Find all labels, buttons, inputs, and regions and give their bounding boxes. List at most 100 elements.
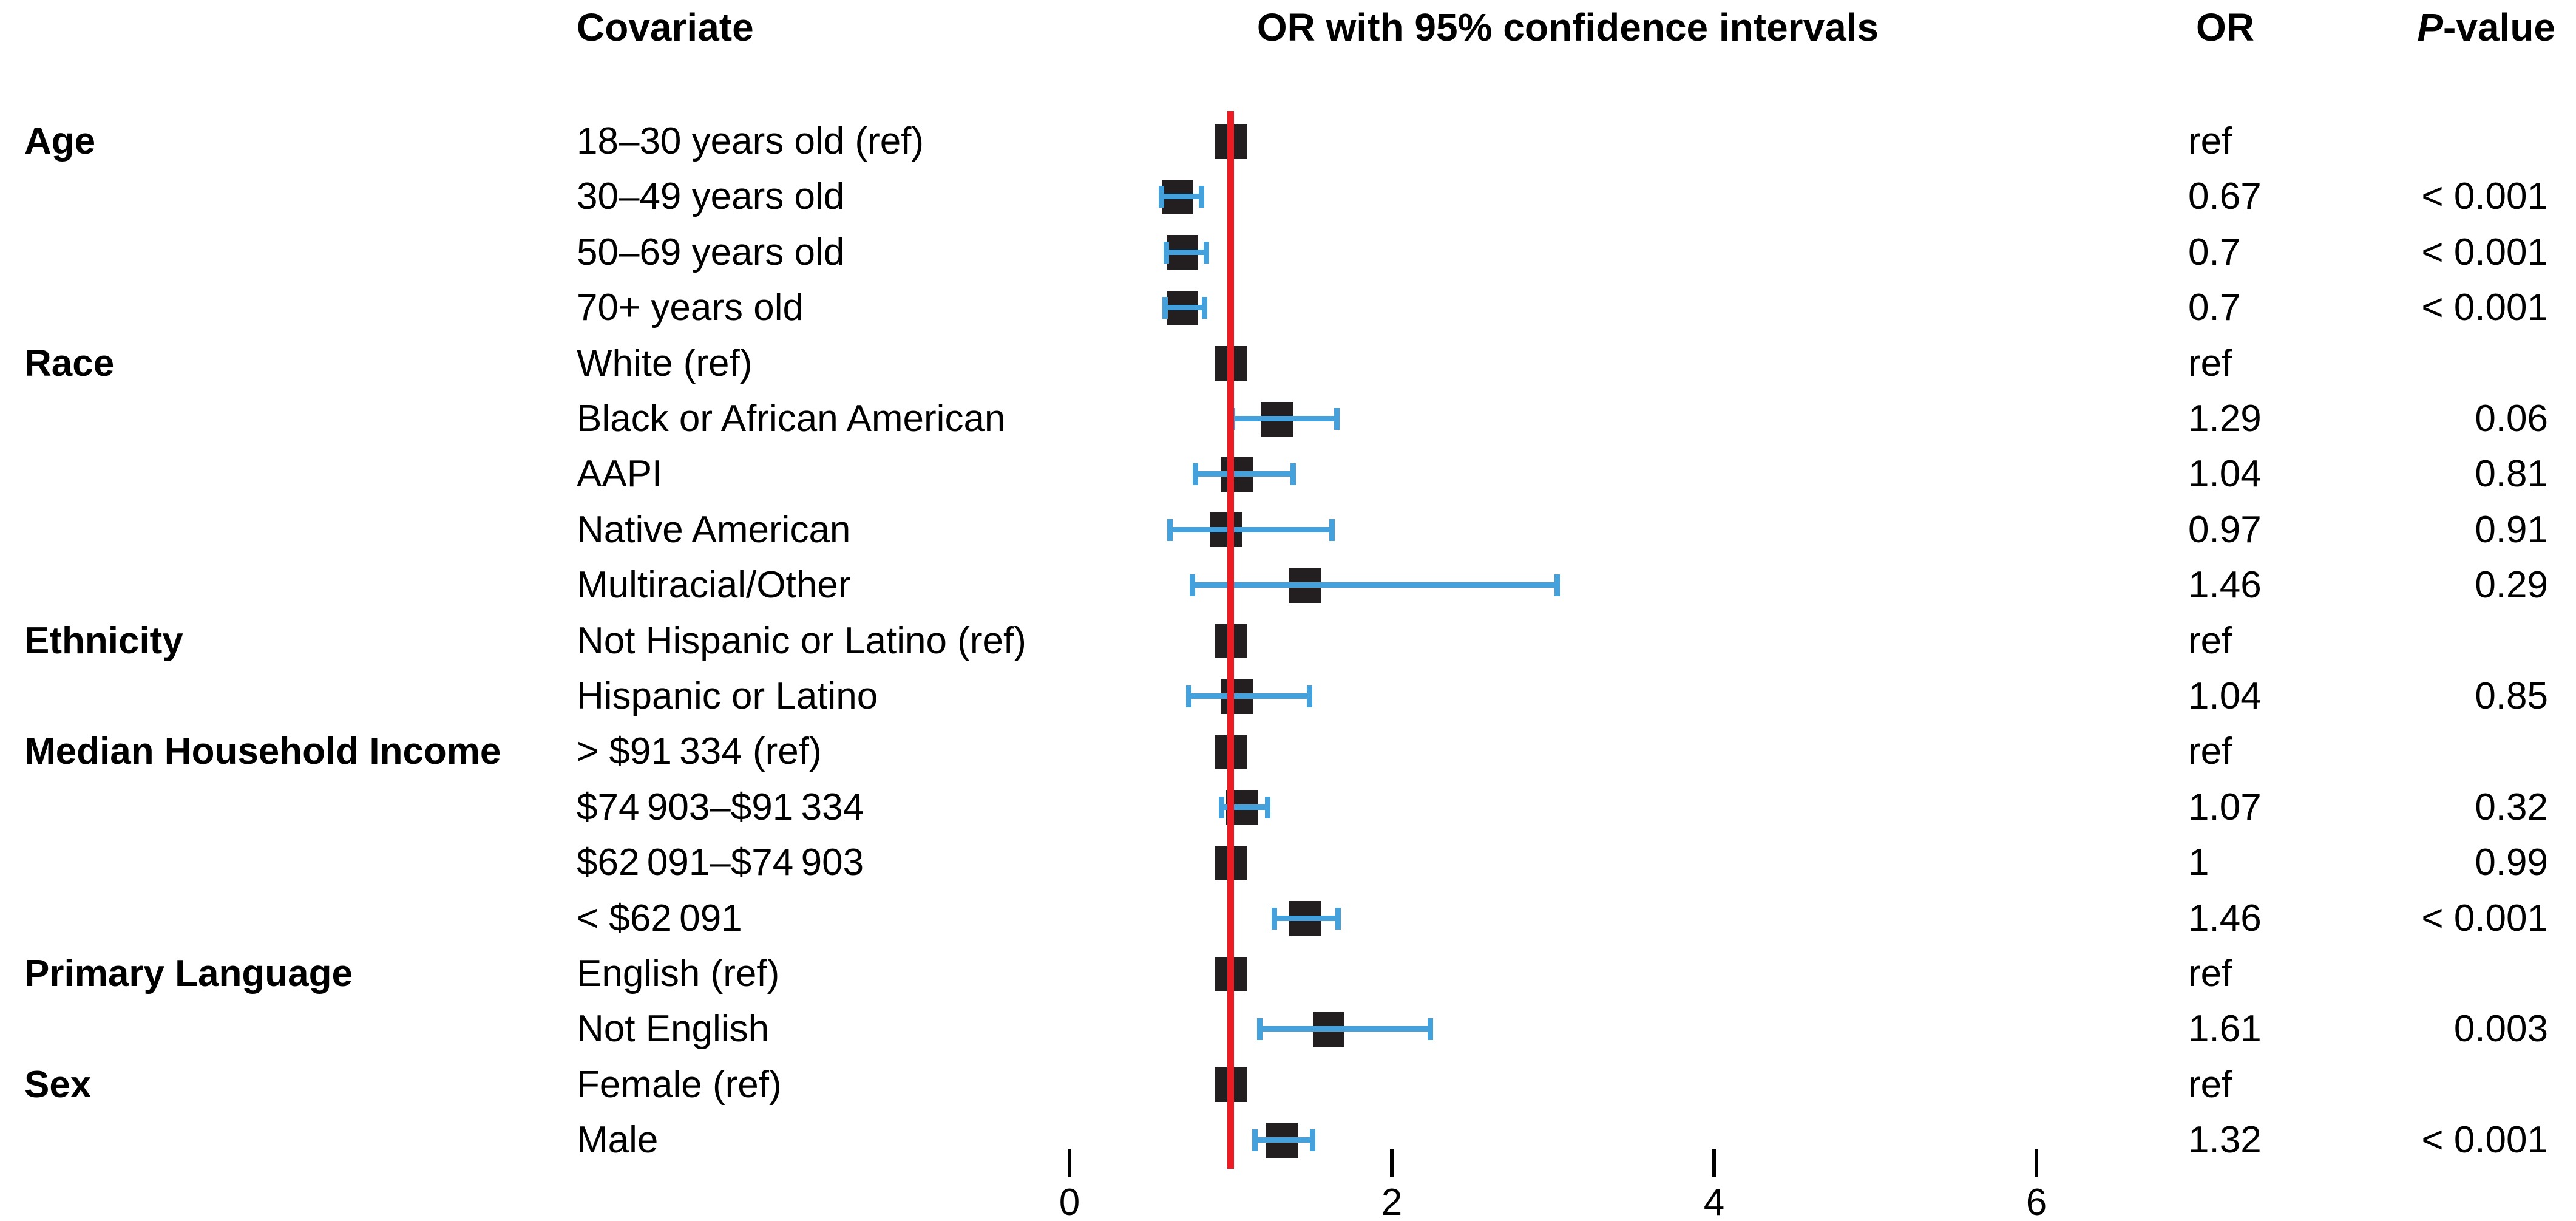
covariate-label: Black or African American [577, 398, 1006, 440]
ci-whisker [1259, 1026, 1431, 1032]
covariate-label: > $91 334 (ref) [577, 730, 822, 773]
column-header-or-ci: OR with 95% confidence intervals [1256, 5, 1879, 49]
p-value-header-italic-p: P [2417, 5, 2444, 49]
p-value: 0.99 [2475, 842, 2548, 884]
ci-whisker-left-cap [1193, 463, 1199, 486]
p-value-header-rest: -value [2443, 5, 2555, 49]
ci-whisker-right-cap [1290, 463, 1296, 486]
p-value: 0.81 [2475, 453, 2548, 495]
x-axis-tick [1390, 1149, 1394, 1177]
covariate-label: Not English [577, 1008, 770, 1050]
or-value: 1.04 [2188, 675, 2262, 717]
x-axis-tick-label: 4 [1703, 1182, 1725, 1221]
covariate-label: Hispanic or Latino [577, 675, 878, 717]
ci-whisker-left-cap [1162, 297, 1168, 319]
ci-whisker-left-cap [1186, 685, 1192, 707]
or-value: 1 [2188, 842, 2209, 884]
ci-whisker [1255, 1137, 1313, 1143]
reference-line-or-1 [1227, 111, 1234, 1169]
group-label: Primary Language [24, 953, 353, 995]
or-value: 1.46 [2188, 564, 2262, 607]
covariate-label: White (ref) [577, 342, 753, 384]
covariate-label: 18–30 years old (ref) [577, 120, 924, 162]
p-value: < 0.001 [2421, 175, 2548, 218]
covariate-label: Male [577, 1119, 659, 1161]
ci-whisker-right-cap [1264, 796, 1270, 818]
or-value: ref [2188, 342, 2232, 384]
p-value: < 0.001 [2421, 231, 2548, 273]
covariate-label: 70+ years old [577, 287, 804, 329]
ci-whisker [1164, 305, 1205, 311]
covariate-label: < $62 091 [577, 897, 742, 939]
or-value: 1.29 [2188, 398, 2262, 440]
ci-whisker [1191, 582, 1558, 588]
or-value: 0.7 [2188, 231, 2241, 273]
ci-whisker-left-cap [1257, 1018, 1263, 1041]
ci-whisker [1274, 915, 1339, 921]
covariate-label: Female (ref) [577, 1063, 782, 1106]
covariate-label: 50–69 years old [577, 231, 845, 273]
ci-whisker-left-cap [1189, 574, 1195, 597]
p-value: < 0.001 [2421, 1119, 2548, 1161]
ci-whisker-left-cap [1252, 1129, 1258, 1152]
covariate-label: $74 903–$91 334 [577, 786, 864, 828]
or-value: ref [2188, 619, 2232, 662]
p-value: < 0.001 [2421, 897, 2548, 939]
x-axis-tick-label: 0 [1059, 1182, 1080, 1221]
or-value: 0.97 [2188, 508, 2262, 551]
ci-whisker-right-cap [1198, 186, 1204, 208]
ci-whisker-left-cap [1159, 186, 1165, 208]
or-value: 0.7 [2188, 287, 2241, 329]
ci-whisker-right-cap [1427, 1018, 1433, 1041]
ci-whisker-right-cap [1554, 574, 1561, 597]
ci-whisker [1166, 249, 1207, 255]
column-header-covariate: Covariate [577, 5, 754, 49]
group-label: Median Household Income [24, 730, 501, 773]
or-value: ref [2188, 953, 2232, 995]
ci-whisker-right-cap [1202, 297, 1208, 319]
ci-whisker-left-cap [1218, 796, 1224, 818]
or-value: 1.32 [2188, 1119, 2262, 1161]
p-value: 0.32 [2475, 786, 2548, 828]
ci-whisker-right-cap [1329, 519, 1335, 541]
or-value: ref [2188, 1063, 2232, 1106]
p-value: 0.29 [2475, 564, 2548, 607]
ci-whisker-left-cap [1272, 907, 1278, 930]
p-value: < 0.001 [2421, 287, 2548, 329]
covariate-label: English (ref) [577, 953, 780, 995]
covariate-label: Native American [577, 508, 851, 551]
x-axis-tick-label: 2 [1381, 1182, 1403, 1221]
group-label: Ethnicity [24, 619, 183, 662]
x-axis-tick [1712, 1149, 1716, 1177]
ci-whisker [1169, 526, 1332, 532]
x-axis-tick [1068, 1149, 1071, 1177]
column-header-p-value: P-value [2417, 5, 2555, 50]
ci-whisker-right-cap [1334, 408, 1340, 430]
covariate-label: 30–49 years old [577, 175, 845, 218]
group-label: Race [24, 342, 115, 384]
ci-whisker-left-cap [1164, 241, 1170, 264]
ci-whisker-right-cap [1309, 1129, 1315, 1152]
x-axis-tick [2035, 1149, 2038, 1177]
ci-whisker-right-cap [1203, 241, 1209, 264]
covariate-label: $62 091–$74 903 [577, 842, 864, 884]
covariate-label: AAPI [577, 453, 663, 495]
or-value: 0.67 [2188, 175, 2262, 218]
or-value: 1.07 [2188, 786, 2262, 828]
x-axis-tick-label: 6 [2025, 1182, 2047, 1221]
p-value: 0.06 [2475, 398, 2548, 440]
covariate-label: Multiracial/Other [577, 564, 851, 607]
ci-whisker-right-cap [1306, 685, 1312, 707]
or-value: 1.61 [2188, 1008, 2262, 1050]
p-value: 0.85 [2475, 675, 2548, 717]
or-value: 1.04 [2188, 453, 2262, 495]
or-value: 1.46 [2188, 897, 2262, 939]
column-header-or: OR [2196, 5, 2254, 49]
ci-whisker [1221, 804, 1268, 810]
group-label: Age [24, 120, 96, 162]
p-value: 0.91 [2475, 508, 2548, 551]
group-label: Sex [24, 1063, 92, 1106]
ci-whisker-right-cap [1335, 907, 1341, 930]
ci-whisker [1195, 471, 1294, 477]
